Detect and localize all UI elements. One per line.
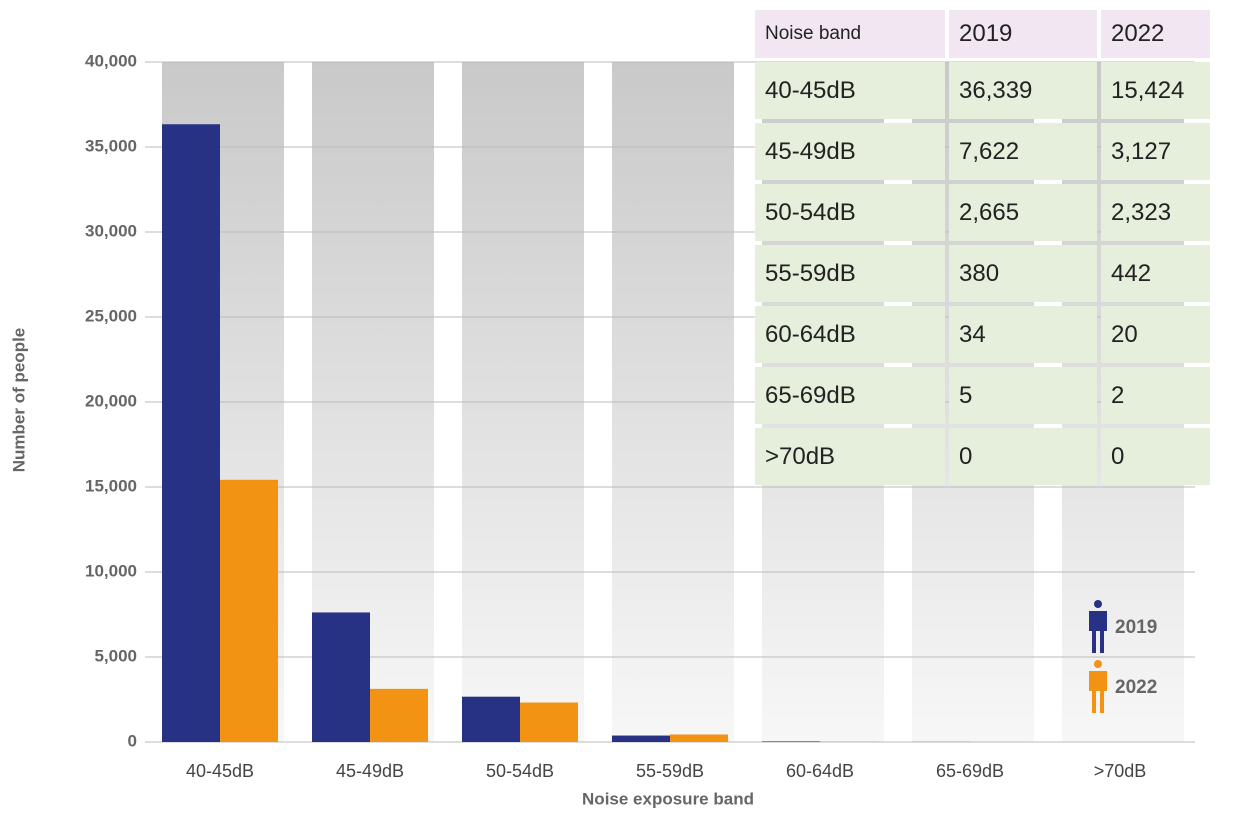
bar <box>162 124 220 742</box>
y-tick-label: 25,000 <box>85 306 137 325</box>
legend-label: 2022 <box>1115 677 1157 698</box>
table-row: Noise band 2019 2022 <box>755 10 1210 58</box>
table-cell: 380 <box>949 245 1097 302</box>
table-cell: 0 <box>949 428 1097 485</box>
y-tick-label: 30,000 <box>85 221 137 240</box>
table-cell: 5 <box>949 367 1097 424</box>
table-cell: 2019 <box>949 10 1097 58</box>
x-tick-label: 60-64dB <box>786 761 854 781</box>
table-cell: Noise band <box>755 10 945 58</box>
table-cell: 2022 <box>1101 10 1210 58</box>
table-row: 65-69dB 5 2 <box>755 367 1210 424</box>
y-tick-label: 35,000 <box>85 136 137 155</box>
legend-label: 2019 <box>1115 617 1157 638</box>
x-tick-label: 40-45dB <box>186 761 254 781</box>
x-tick-label: 45-49dB <box>336 761 404 781</box>
table-cell: 2,323 <box>1101 184 1210 241</box>
data-table: Noise band 2019 2022 40-45dB 36,339 15,424 45-… <box>751 6 1214 489</box>
table-cell: 36,339 <box>949 62 1097 119</box>
y-tick-label: 20,000 <box>85 391 137 410</box>
x-tick-label: 50-54dB <box>486 761 554 781</box>
bar <box>312 612 370 742</box>
table-cell: 3,127 <box>1101 123 1210 180</box>
table-cell: 7,622 <box>949 123 1097 180</box>
y-tick-label: 0 <box>128 731 137 750</box>
x-axis-label: Noise exposure band <box>582 789 754 808</box>
legend-icon-body <box>1089 671 1107 713</box>
bar <box>462 696 520 742</box>
y-axis-label: Number of people <box>9 328 28 473</box>
x-tick-label: 55-59dB <box>636 761 704 781</box>
table-cell: >70dB <box>755 428 945 485</box>
legend-icon-head <box>1094 600 1102 608</box>
legend-item: 2022 <box>1089 660 1157 713</box>
table-cell: 0 <box>1101 428 1210 485</box>
bar <box>370 688 428 742</box>
bar <box>220 479 278 742</box>
table-row: 55-59dB 380 442 <box>755 245 1210 302</box>
table-cell: 60-64dB <box>755 306 945 363</box>
table-cell: 15,424 <box>1101 62 1210 119</box>
table-row: 60-64dB 34 20 <box>755 306 1210 363</box>
table-cell: 50-54dB <box>755 184 945 241</box>
table-row: 50-54dB 2,665 2,323 <box>755 184 1210 241</box>
legend-item: 2019 <box>1089 600 1157 653</box>
legend-icon-body <box>1089 611 1107 653</box>
table-cell: 2,665 <box>949 184 1097 241</box>
legend-icon-head <box>1094 660 1102 668</box>
y-tick-label: 5,000 <box>94 646 137 665</box>
table-row: 40-45dB 36,339 15,424 <box>755 62 1210 119</box>
table-cell: 55-59dB <box>755 245 945 302</box>
table-cell: 45-49dB <box>755 123 945 180</box>
table-row: 45-49dB 7,622 3,127 <box>755 123 1210 180</box>
table-cell: 65-69dB <box>755 367 945 424</box>
bar <box>520 702 578 742</box>
bar <box>612 735 670 742</box>
table-cell: 442 <box>1101 245 1210 302</box>
y-tick-label: 10,000 <box>85 561 137 580</box>
table-cell: 2 <box>1101 367 1210 424</box>
table-row: >70dB 0 0 <box>755 428 1210 485</box>
table-cell: 20 <box>1101 306 1210 363</box>
x-tick-label: 65-69dB <box>936 761 1004 781</box>
x-tick-label: >70dB <box>1094 761 1147 781</box>
bar <box>762 741 820 742</box>
table-cell: 34 <box>949 306 1097 363</box>
table-cell: 40-45dB <box>755 62 945 119</box>
y-tick-label: 15,000 <box>85 476 137 495</box>
y-tick-label: 40,000 <box>85 51 137 70</box>
bar <box>670 734 728 742</box>
